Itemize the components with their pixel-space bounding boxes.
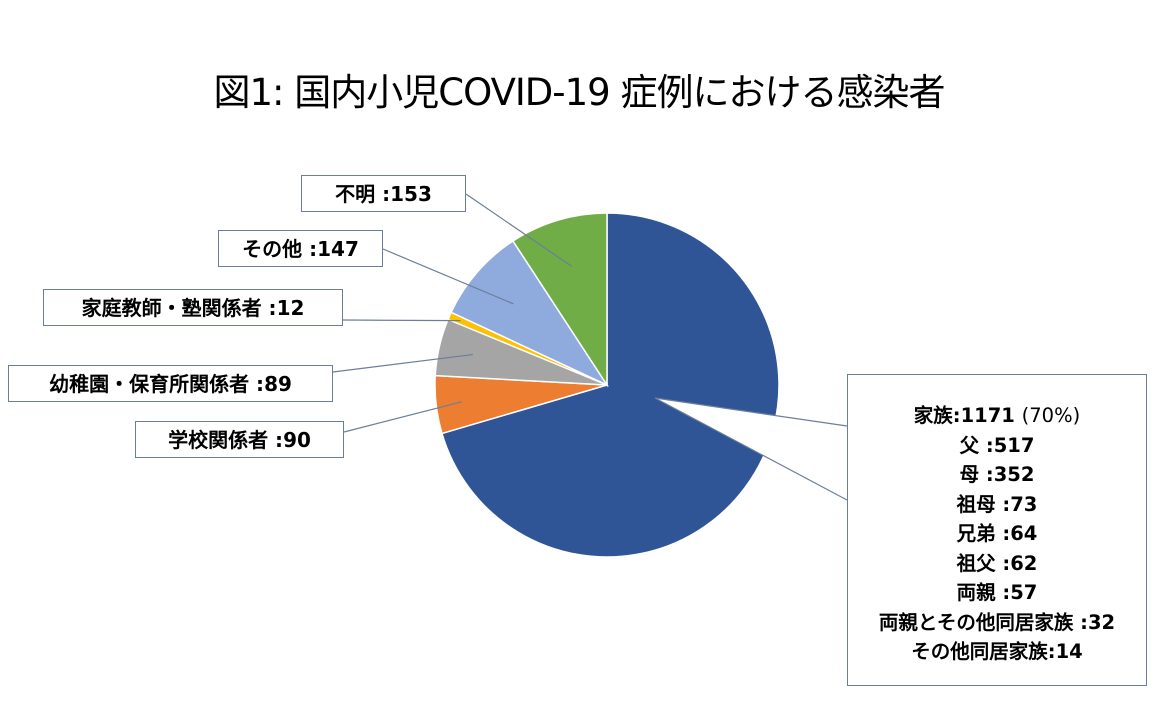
label-nursery: 幼稚園・保育所関係者 <box>49 371 250 396</box>
value-school: 90 <box>283 427 311 452</box>
label-tutor: 家庭教師・塾関係者 <box>81 295 262 320</box>
leader-line-other <box>382 248 514 305</box>
value-unknown: 153 <box>390 181 432 206</box>
value-family: 1171 <box>960 404 1015 427</box>
label-family: 家族 <box>913 404 953 427</box>
family-item: 祖父 :62 <box>956 551 1038 575</box>
family-callout-pointer <box>654 397 848 501</box>
family-label-box: 家族:1171 (70%) 父 :517 母 :352 祖母 :73 兄弟 :6… <box>847 374 1147 686</box>
family-item: その他同居家族:14 <box>911 640 1083 663</box>
pie-slice-other <box>450 239 610 387</box>
value-nursery: 89 <box>264 371 292 396</box>
leader-line-unknown <box>465 193 573 267</box>
value-other: 147 <box>317 236 359 261</box>
family-item: 兄弟 :64 <box>956 522 1038 545</box>
label-unknown: 不明 <box>335 181 376 206</box>
pie-slice-unknown <box>511 212 608 388</box>
label-box-unknown: 不明 : 153 <box>301 175 466 212</box>
family-item: 両親とその他同居家族 :32 <box>878 610 1116 634</box>
leader-line-school <box>343 401 462 433</box>
label-other: その他 <box>242 236 303 261</box>
family-item: 母 :352 <box>959 463 1035 486</box>
label-box-tutor: 家庭教師・塾関係者 : 12 <box>43 289 343 326</box>
family-item: 祖母 :73 <box>956 492 1038 516</box>
family-item: 父 :517 <box>959 433 1035 457</box>
leader-line-tutor <box>342 319 461 322</box>
chart-title: 図1: 国内小児COVID-19 症例における感染者 <box>213 71 946 114</box>
value-tutor: 12 <box>276 295 305 320</box>
family-item: 両親 :57 <box>956 581 1038 604</box>
pie-slice-family <box>441 212 780 558</box>
label-box-nursery: 幼稚園・保育所関係者 : 89 <box>8 365 333 402</box>
label-school: 学校関係者 <box>168 427 269 452</box>
label-box-other: その他 : 147 <box>218 230 383 267</box>
label-box-school: 学校関係者 : 90 <box>135 421 344 458</box>
leader-line-nursery <box>332 353 473 373</box>
family-total-line: 家族:1171 (70%) <box>913 404 1081 427</box>
percent-family: (70%) <box>1021 404 1081 427</box>
